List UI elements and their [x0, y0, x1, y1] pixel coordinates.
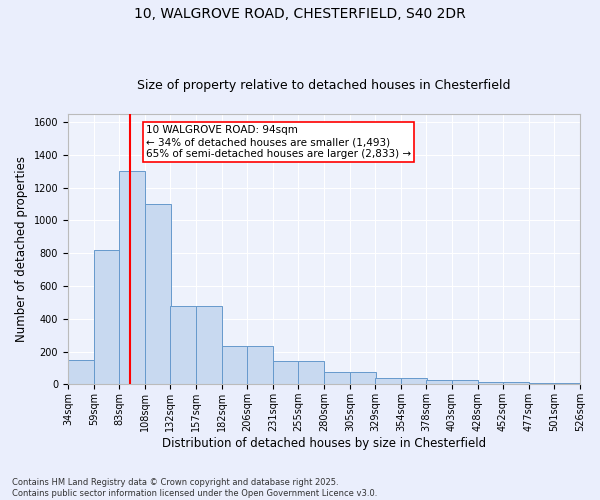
- Bar: [68, 360, 94, 384]
- Bar: [375, 378, 401, 384]
- Text: 10, WALGROVE ROAD, CHESTERFIELD, S40 2DR: 10, WALGROVE ROAD, CHESTERFIELD, S40 2DR: [134, 8, 466, 22]
- Bar: [452, 380, 478, 384]
- Bar: [247, 346, 273, 385]
- Title: Size of property relative to detached houses in Chesterfield: Size of property relative to detached ho…: [137, 79, 511, 92]
- Y-axis label: Number of detached properties: Number of detached properties: [15, 156, 28, 342]
- Bar: [273, 362, 299, 384]
- Bar: [196, 306, 222, 384]
- Bar: [94, 250, 120, 384]
- Bar: [222, 346, 248, 385]
- Text: Contains HM Land Registry data © Crown copyright and database right 2025.
Contai: Contains HM Land Registry data © Crown c…: [12, 478, 377, 498]
- Bar: [298, 362, 324, 384]
- Text: 10 WALGROVE ROAD: 94sqm
← 34% of detached houses are smaller (1,493)
65% of semi: 10 WALGROVE ROAD: 94sqm ← 34% of detache…: [146, 126, 411, 158]
- Bar: [426, 380, 452, 384]
- X-axis label: Distribution of detached houses by size in Chesterfield: Distribution of detached houses by size …: [162, 437, 486, 450]
- Bar: [401, 378, 427, 384]
- Bar: [170, 306, 196, 384]
- Bar: [529, 382, 555, 384]
- Bar: [350, 372, 376, 384]
- Bar: [554, 382, 580, 384]
- Bar: [478, 382, 504, 384]
- Bar: [119, 172, 145, 384]
- Bar: [503, 382, 529, 384]
- Bar: [324, 372, 350, 384]
- Bar: [145, 204, 171, 384]
